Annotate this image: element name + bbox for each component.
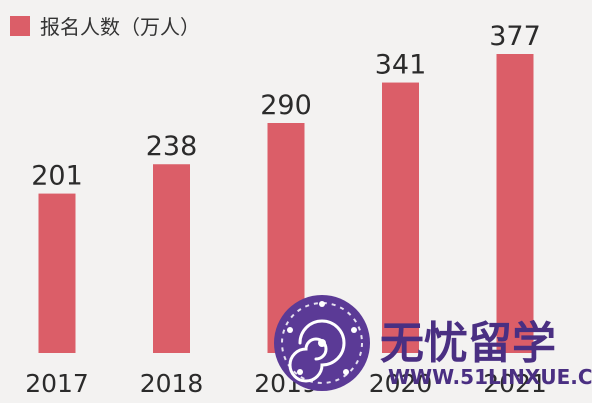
bars bbox=[38, 54, 534, 353]
bar-2017 bbox=[38, 193, 76, 353]
watermark: 无忧留学 WWW.51LINXUE.COM bbox=[274, 295, 592, 391]
tick-label-2017: 2017 bbox=[25, 369, 89, 398]
watermark-title: 无忧留学 bbox=[380, 318, 556, 369]
bar-2020 bbox=[382, 82, 419, 353]
value-label-2021: 377 bbox=[489, 21, 541, 52]
bar-2021 bbox=[496, 54, 534, 353]
legend: 报名人数（万人） bbox=[10, 15, 200, 39]
value-label-2018: 238 bbox=[146, 131, 198, 162]
watermark-url: WWW.51LINXUE.COM bbox=[388, 365, 592, 389]
legend-swatch bbox=[10, 16, 30, 36]
value-labels: 201 238 290 341 377 bbox=[31, 21, 541, 192]
value-label-2020: 341 bbox=[375, 50, 427, 81]
legend-label: 报名人数（万人） bbox=[40, 15, 200, 39]
watermark-logo-icon bbox=[274, 295, 370, 391]
bar-2018 bbox=[153, 164, 190, 353]
tick-label-2020: 2020 bbox=[369, 369, 433, 398]
tick-label-2018: 2018 bbox=[140, 369, 204, 398]
value-label-2017: 201 bbox=[31, 161, 83, 192]
value-label-2019: 290 bbox=[260, 90, 312, 121]
tick-label-2021: 2021 bbox=[483, 369, 547, 398]
x-axis-tick-labels: 2017 2018 2019 2020 2021 bbox=[25, 369, 547, 398]
